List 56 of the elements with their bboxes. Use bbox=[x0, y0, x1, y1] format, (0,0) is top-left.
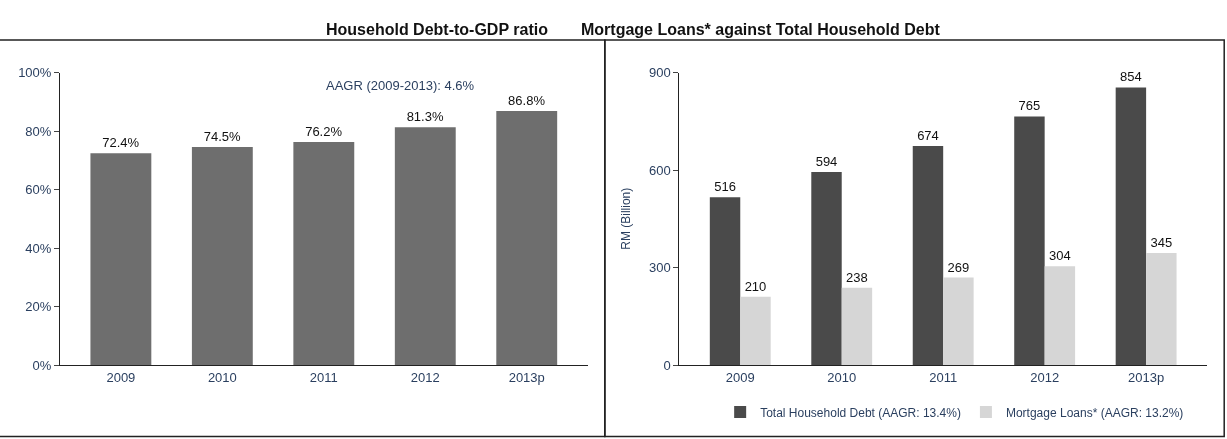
y-tick-label: 100% bbox=[18, 65, 52, 81]
chart-title: Mortgage Loans* against Total Household Debt bbox=[581, 21, 941, 38]
data-label: 76.2% bbox=[305, 124, 343, 140]
bar bbox=[1044, 266, 1076, 365]
bar bbox=[293, 142, 355, 365]
bar bbox=[90, 153, 152, 365]
data-label: 72.4% bbox=[102, 135, 140, 151]
data-label: 74.5% bbox=[203, 129, 241, 145]
data-label: 269 bbox=[947, 259, 970, 275]
bar bbox=[191, 147, 253, 365]
y-tick-label: 600 bbox=[649, 162, 671, 178]
x-tick-label: 2010 bbox=[827, 369, 857, 385]
x-tick-label: 2009 bbox=[106, 369, 136, 385]
chart-title: Household Debt-to-GDP ratio bbox=[326, 21, 549, 38]
data-label: 594 bbox=[815, 153, 838, 169]
y-tick-label: 60% bbox=[25, 182, 52, 198]
legend-label: Total Household Debt (AAGR: 13.4%) bbox=[760, 405, 961, 420]
bar bbox=[943, 277, 974, 365]
y-tick-label: 300 bbox=[649, 260, 671, 276]
data-label: 81.3% bbox=[406, 109, 444, 125]
bar bbox=[811, 171, 842, 365]
y-tick-label: 0% bbox=[32, 357, 52, 373]
y-tick-label: 40% bbox=[25, 240, 52, 256]
x-tick-label: 2011 bbox=[929, 369, 958, 385]
y-tick-label: 0 bbox=[663, 357, 671, 373]
bar bbox=[496, 111, 558, 365]
bar bbox=[740, 296, 771, 365]
x-tick-label: 2011 bbox=[309, 369, 338, 385]
bar bbox=[709, 197, 741, 365]
bar bbox=[1146, 252, 1177, 365]
data-label: 516 bbox=[714, 179, 736, 195]
bar bbox=[1014, 116, 1045, 365]
x-tick-label: 2012 bbox=[410, 369, 440, 385]
bar bbox=[841, 287, 873, 365]
y-tick-label: 80% bbox=[25, 123, 52, 139]
x-tick-label: 2009 bbox=[725, 369, 755, 385]
data-label: 210 bbox=[744, 278, 767, 294]
data-label: 765 bbox=[1018, 98, 1041, 114]
y-tick-label: 20% bbox=[25, 299, 52, 315]
annotation: AAGR (2009-2013): 4.6% bbox=[326, 78, 475, 93]
data-label: 854 bbox=[1120, 69, 1142, 85]
y-tick-label: 900 bbox=[649, 65, 671, 81]
legend-label: Mortgage Loans* (AAGR: 13.2%) bbox=[1005, 405, 1184, 420]
data-label: 674 bbox=[917, 127, 939, 143]
bar bbox=[912, 145, 944, 365]
x-tick-label: 2013p bbox=[508, 369, 545, 385]
x-tick-label: 2012 bbox=[1030, 369, 1060, 385]
data-label: 304 bbox=[1049, 248, 1071, 264]
data-label: 345 bbox=[1150, 234, 1173, 250]
bar bbox=[394, 127, 456, 365]
y-axis-title: RM (Billion) bbox=[619, 187, 634, 250]
bar bbox=[1115, 87, 1147, 365]
data-label: 238 bbox=[846, 269, 868, 285]
data-label: 86.8% bbox=[508, 93, 546, 109]
x-tick-label: 2013p bbox=[1128, 369, 1165, 385]
x-tick-label: 2010 bbox=[207, 369, 237, 385]
